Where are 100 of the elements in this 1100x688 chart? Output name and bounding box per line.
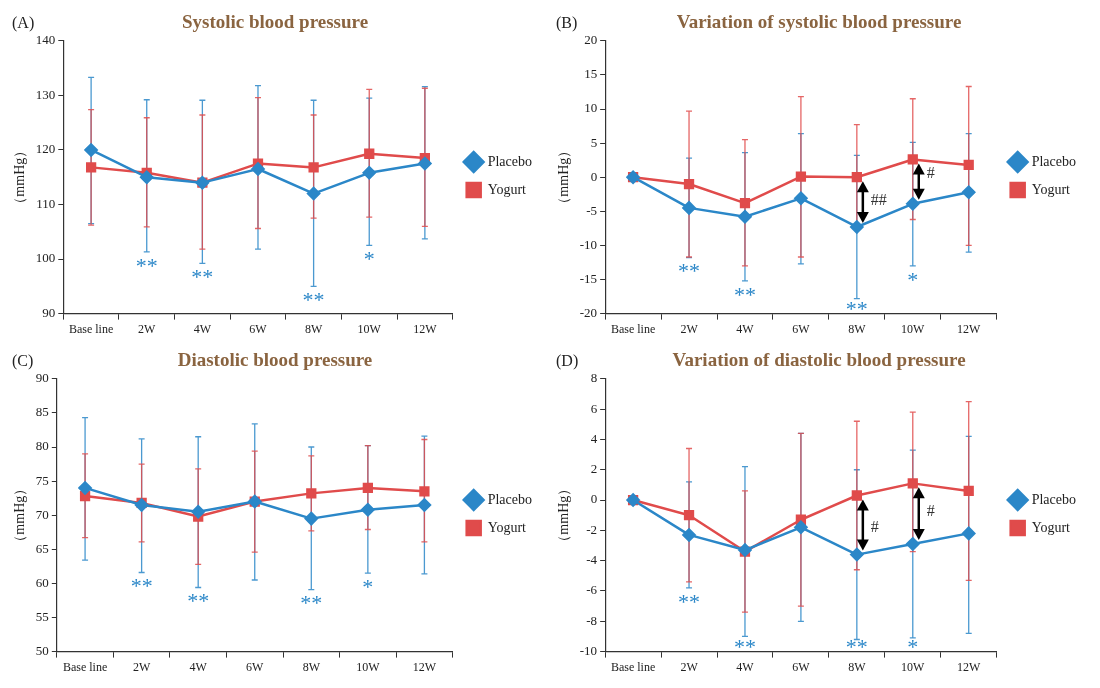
y-tick-label: 140 bbox=[35, 32, 56, 48]
annotation: ## bbox=[870, 191, 887, 209]
y-tick-label: 85 bbox=[35, 404, 49, 420]
annotation: * bbox=[363, 246, 375, 272]
x-tick-label: 10W bbox=[357, 321, 382, 336]
annotation: ** bbox=[191, 264, 214, 290]
x-tick-label: 12W bbox=[957, 321, 982, 336]
y-tick-label: -4 bbox=[586, 552, 598, 568]
x-tick-label: 4W bbox=[189, 659, 208, 674]
y-axis-title: （mmHg） bbox=[556, 481, 572, 549]
annotation: ** bbox=[135, 252, 158, 278]
annotation: # bbox=[926, 163, 935, 181]
legend-label: Yogurt bbox=[487, 519, 527, 535]
y-tick-label: 65 bbox=[35, 540, 49, 556]
y-tick-label: -15 bbox=[579, 270, 598, 286]
y-tick-label: 130 bbox=[35, 86, 56, 102]
y-tick-label: 15 bbox=[584, 66, 598, 82]
annotation: ** bbox=[302, 287, 325, 313]
y-tick-label: 10 bbox=[584, 100, 598, 116]
y-tick-label: 2 bbox=[590, 461, 598, 477]
y-tick-label: 80 bbox=[35, 438, 49, 454]
chart-title: Variation of diastolic blood pressure bbox=[672, 349, 966, 371]
annotation: ** bbox=[678, 588, 701, 614]
y-tick-label: 90 bbox=[42, 305, 56, 321]
annotation: ** bbox=[733, 634, 756, 660]
y-tick-label: 70 bbox=[35, 506, 49, 522]
y-axis-title: （mmHg） bbox=[12, 143, 28, 211]
annotation: ** bbox=[845, 296, 868, 322]
x-tick-label: 12W bbox=[412, 659, 437, 674]
annotation: # bbox=[870, 517, 879, 535]
chart-title: Diastolic blood pressure bbox=[177, 349, 373, 371]
annotation: * bbox=[362, 573, 374, 599]
x-tick-label: 6W bbox=[792, 321, 811, 336]
x-tick-label: Base line bbox=[610, 659, 656, 674]
x-tick-label: Base line bbox=[62, 659, 108, 674]
x-tick-label: 6W bbox=[792, 659, 811, 674]
x-tick-label: 10W bbox=[356, 659, 381, 674]
y-tick-label: 75 bbox=[35, 472, 49, 488]
legend-label: Placebo bbox=[487, 153, 533, 169]
x-tick-label: 12W bbox=[413, 321, 438, 336]
annotation: ** bbox=[845, 634, 868, 660]
y-tick-label: 5 bbox=[590, 134, 598, 150]
annotation: ** bbox=[187, 588, 210, 614]
x-tick-label: 2W bbox=[132, 659, 151, 674]
text: (A) bbox=[12, 14, 35, 32]
x-tick-label: 12W bbox=[957, 659, 982, 674]
y-tick-label: 55 bbox=[35, 608, 49, 624]
x-tick-label: Base line bbox=[610, 321, 656, 336]
y-tick-label: 50 bbox=[35, 643, 49, 659]
annotation: ** bbox=[733, 281, 756, 307]
y-tick-label: -20 bbox=[579, 305, 598, 321]
x-tick-label: 8W bbox=[304, 321, 323, 336]
y-tick-label: -2 bbox=[586, 521, 598, 537]
legend-label: Placebo bbox=[487, 491, 533, 507]
annotation: * bbox=[907, 634, 919, 660]
x-tick-label: 10W bbox=[901, 659, 926, 674]
y-tick-label: 20 bbox=[584, 32, 598, 48]
x-tick-label: 8W bbox=[848, 321, 867, 336]
y-tick-label: 110 bbox=[36, 195, 56, 211]
annotation: * bbox=[907, 266, 919, 292]
chart-title: Variation of systolic blood pressure bbox=[676, 11, 962, 33]
y-tick-label: 0 bbox=[590, 491, 598, 507]
x-tick-label: 2W bbox=[138, 321, 157, 336]
y-tick-label: 120 bbox=[35, 141, 56, 157]
text: (D) bbox=[556, 352, 579, 370]
x-tick-label: 8W bbox=[302, 659, 321, 674]
y-tick-label: 60 bbox=[35, 574, 49, 590]
annotation: ** bbox=[300, 590, 323, 616]
y-tick-label: -5 bbox=[586, 202, 598, 218]
y-axis-title: （mmHg） bbox=[556, 143, 572, 211]
annotation: ** bbox=[678, 258, 701, 284]
x-tick-label: 6W bbox=[246, 659, 265, 674]
legend-label: Yogurt bbox=[487, 181, 527, 197]
legend-label: Yogurt bbox=[1031, 181, 1071, 197]
annotation: # bbox=[926, 502, 935, 520]
y-tick-label: 6 bbox=[590, 400, 598, 416]
x-tick-label: 6W bbox=[249, 321, 268, 336]
text: (C) bbox=[12, 352, 34, 370]
x-tick-label: 10W bbox=[901, 321, 926, 336]
y-tick-label: -6 bbox=[586, 582, 598, 598]
x-tick-label: 4W bbox=[736, 659, 755, 674]
y-tick-label: -8 bbox=[586, 612, 598, 628]
y-tick-label: 0 bbox=[590, 168, 598, 184]
annotation: ** bbox=[130, 573, 153, 599]
y-axis-title: （mmHg） bbox=[12, 481, 28, 549]
y-tick-label: 8 bbox=[590, 370, 598, 386]
x-tick-label: 8W bbox=[848, 659, 867, 674]
text: (B) bbox=[556, 14, 578, 32]
x-tick-label: 2W bbox=[680, 321, 699, 336]
legend-label: Yogurt bbox=[1031, 519, 1071, 535]
legend-label: Placebo bbox=[1031, 153, 1077, 169]
y-tick-label: -10 bbox=[579, 643, 598, 659]
x-tick-label: 2W bbox=[680, 659, 699, 674]
y-tick-label: 4 bbox=[590, 430, 598, 446]
x-tick-label: 4W bbox=[193, 321, 212, 336]
y-tick-label: 100 bbox=[35, 250, 56, 266]
x-tick-label: Base line bbox=[68, 321, 114, 336]
y-tick-label: -10 bbox=[579, 236, 598, 252]
y-tick-label: 90 bbox=[35, 370, 49, 386]
legend-label: Placebo bbox=[1031, 491, 1077, 507]
